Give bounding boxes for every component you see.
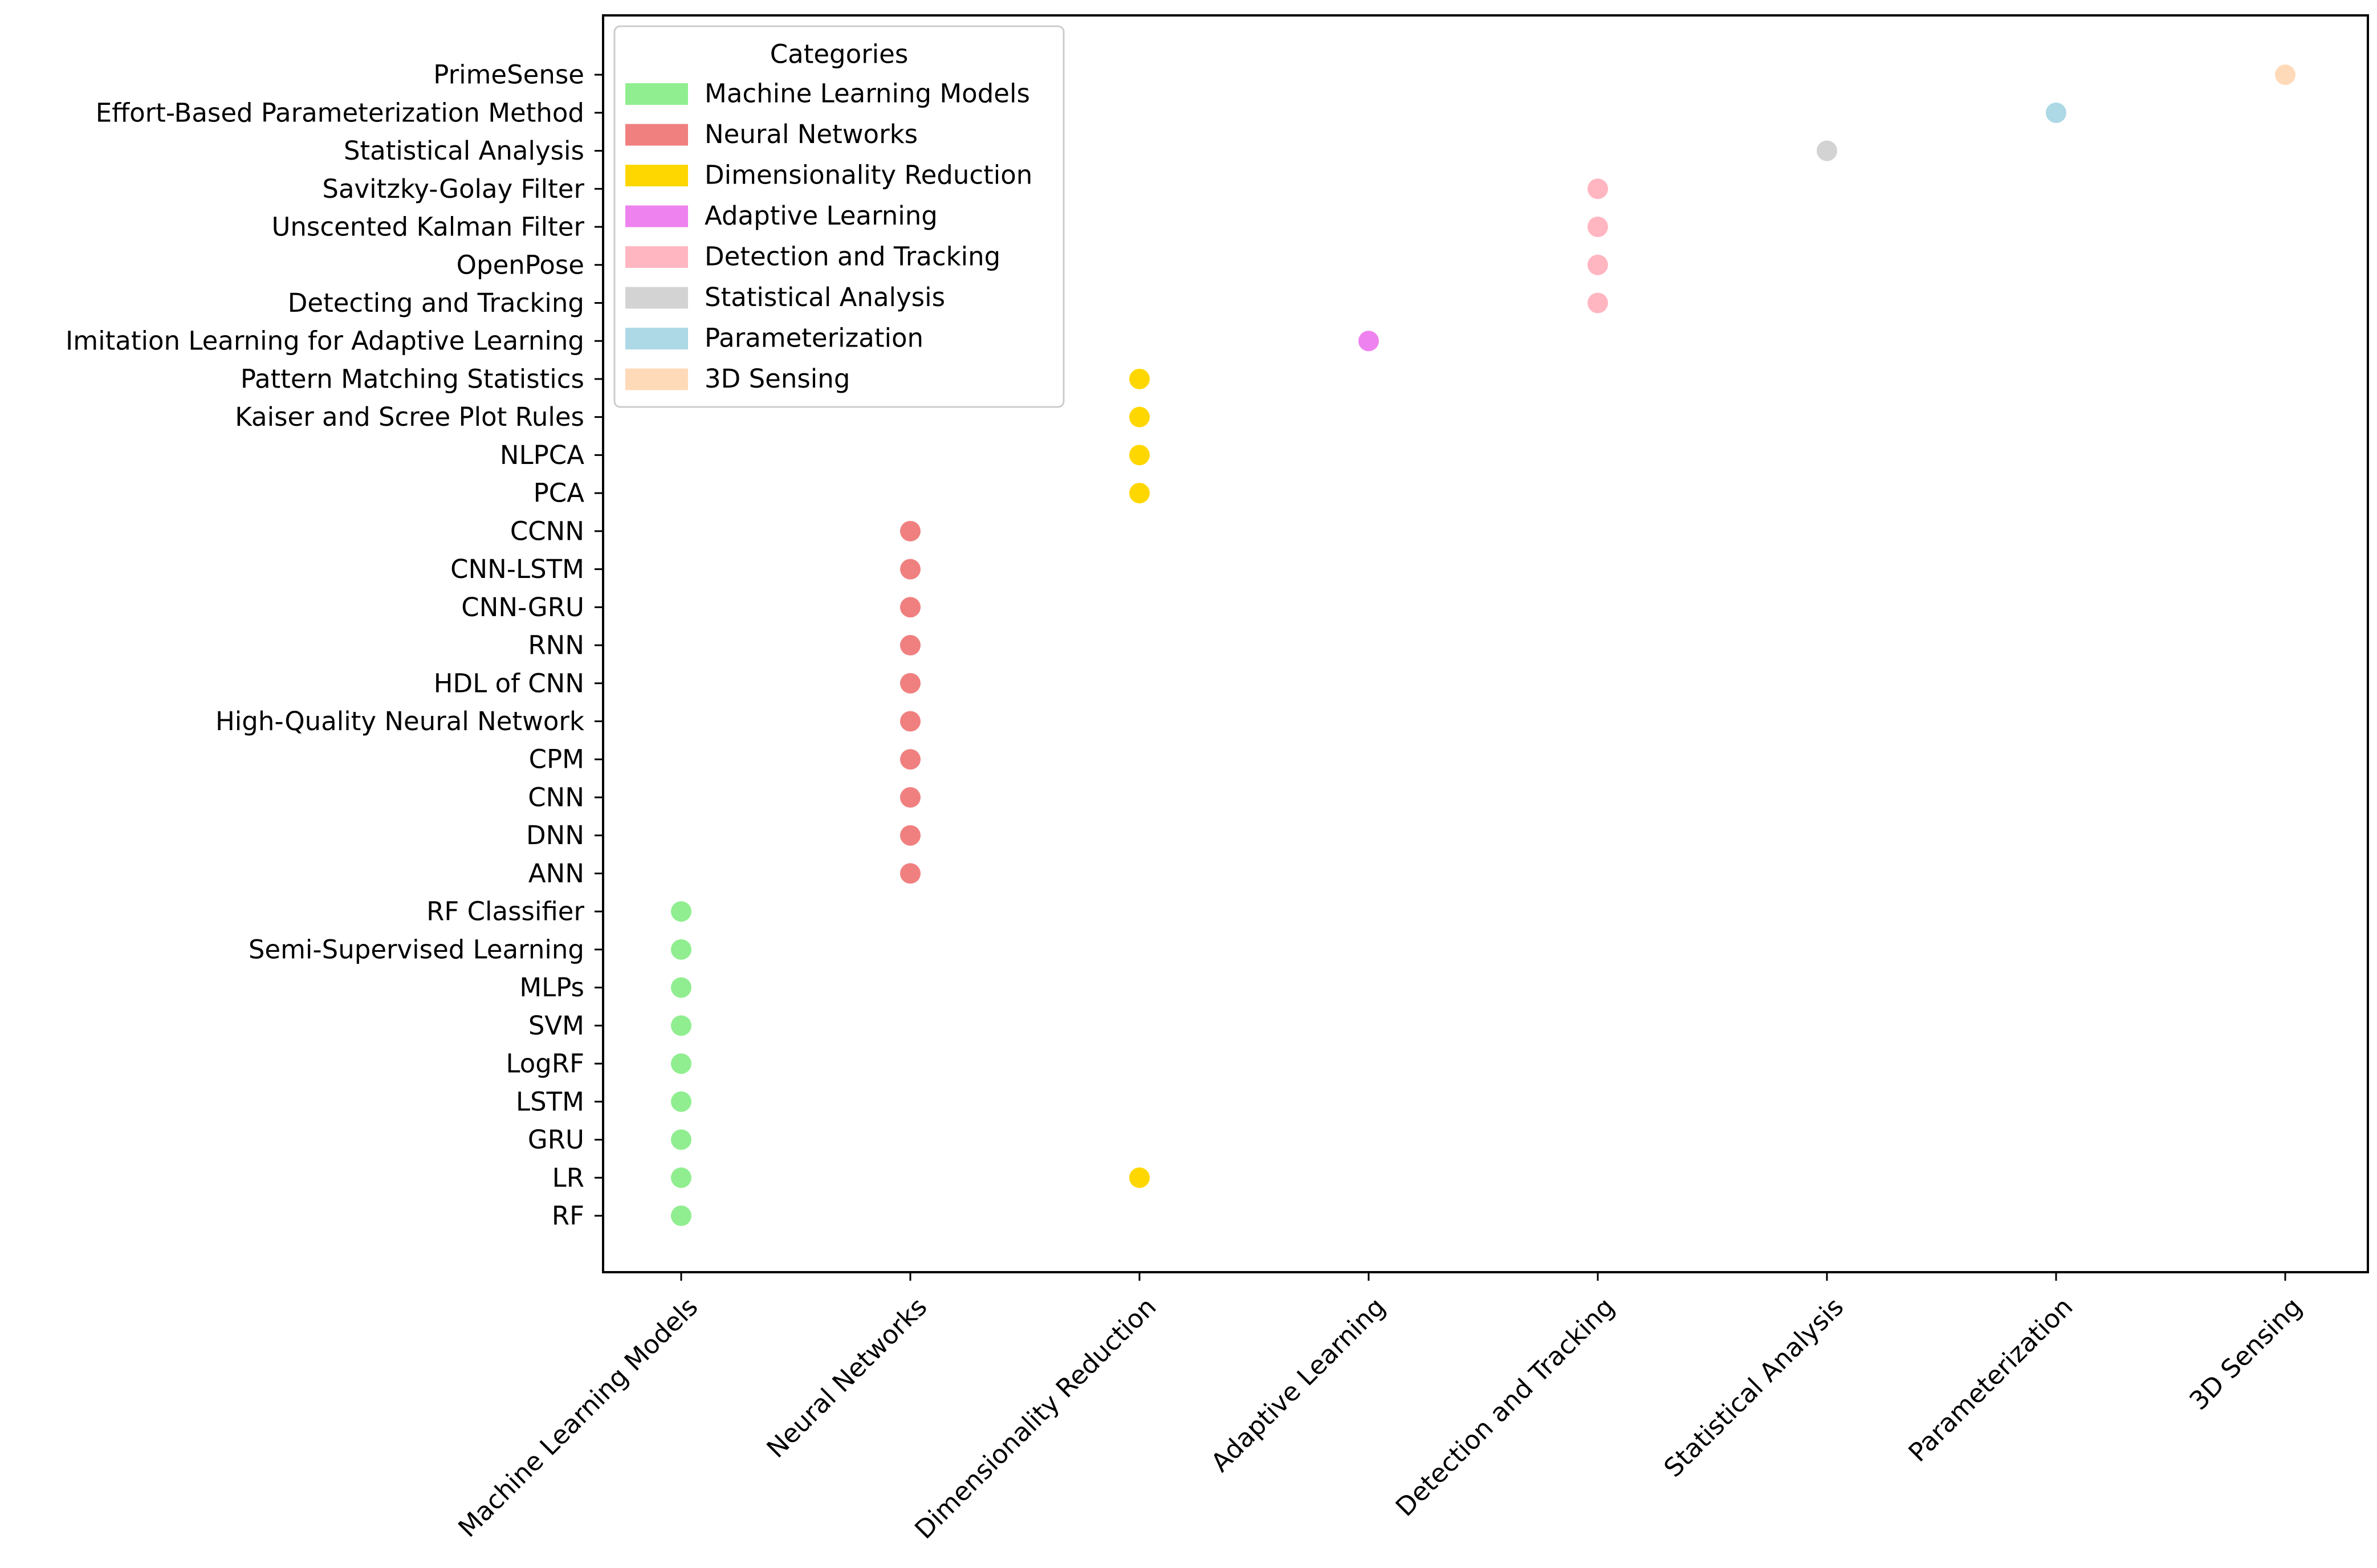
data-point [671,901,691,922]
y-tick-label: Statistical Analysis [344,136,584,166]
x-tick-label: Parameterization [1903,1292,2079,1468]
x-tick-label: Statistical Analysis [1658,1292,1850,1483]
data-point [1588,254,1608,275]
y-tick-label: High-Quality Neural Network [215,706,584,736]
y-tick-label: Imitation Learning for Adaptive Learning [66,326,584,356]
y-tick-label: DNN [526,820,584,850]
legend-label: Parameterization [705,323,923,353]
data-point [671,1167,691,1188]
data-point [900,635,921,656]
x-tick-label: Machine Learning Models [452,1292,703,1543]
data-point [900,787,921,808]
data-point [671,1205,691,1226]
legend: Categories Machine Learning Models Neural … [613,25,1065,408]
y-tick-label: SVM [528,1011,584,1041]
plot-area [602,14,2369,1273]
data-point [900,825,921,846]
y-tick-label: Detecting and Tracking [288,288,584,318]
y-tick-label: LSTM [516,1086,584,1117]
legend-swatch [625,368,688,390]
plot-frame [602,14,2369,1273]
legend-box [613,25,1065,408]
y-tick-label: Unscented Kalman Filter [271,212,584,242]
data-point [900,863,921,884]
y-tick-label: RF [552,1201,584,1231]
y-axis: RF LR GRU LSTM LogRF SVM MLPs Semi-Supervised L… [66,60,603,1231]
legend-swatch [625,205,688,227]
legend-swatch [625,246,688,268]
data-point [671,1129,691,1150]
x-tick-label: Dimensionality Reduction [909,1292,1162,1545]
data-point [900,559,921,580]
y-tick-label: GRU [528,1125,584,1155]
data-point [900,520,921,541]
x-tick-label: 3D Sensing [2183,1292,2307,1416]
data-point [1588,217,1608,238]
data-point [1129,368,1150,389]
y-tick-label: Savitzky-Golay Filter [322,174,584,204]
legend-swatch [625,165,688,186]
legend-label: Neural Networks [705,119,918,149]
data-point [1358,331,1379,352]
y-tick-label: PrimeSense [433,60,584,90]
y-tick-label: CPM [529,744,584,775]
data-point [2046,102,2066,123]
x-tick-label: Detection and Tracking [1390,1292,1621,1522]
y-tick-label: LogRF [506,1049,584,1079]
data-point [671,1015,691,1036]
legend-label: 3D Sensing [705,364,850,394]
data-point [671,1053,691,1074]
data-point [900,749,921,770]
y-tick-label: PCA [534,478,585,508]
data-point [2275,64,2295,85]
data-point [671,939,691,960]
y-tick-label: CCNN [510,516,584,546]
data-point [1817,140,1837,161]
y-tick-label: CNN-GRU [461,592,584,622]
data-point [1588,178,1608,199]
y-tick-label: HDL of CNN [434,668,584,698]
legend-swatch [625,328,688,349]
y-tick-label: CNN-LSTM [450,554,584,584]
x-tick-label: Adaptive Learning [1205,1292,1391,1478]
data-point [1129,406,1150,427]
legend-title: Categories [770,39,909,70]
legend-swatch [625,287,688,309]
data-point [1129,1167,1150,1188]
legend-label: Adaptive Learning [705,201,938,231]
legend-label: Dimensionality Reduction [705,160,1032,190]
data-point [1129,483,1150,504]
y-tick-label: ANN [528,858,584,889]
y-tick-label: LR [552,1163,584,1193]
y-tick-label: NLPCA [500,440,584,470]
x-axis: Machine Learning Models Neural NetworksDi… [452,1272,2308,1545]
y-tick-label: Effort-Based Parameterization Method [96,97,584,128]
data-point [900,711,921,732]
y-tick-label: OpenPose [457,250,584,280]
y-tick-label: RNN [528,630,584,661]
y-tick-label: CNN [528,782,584,812]
legend-swatch [625,83,688,105]
legend-label: Detection and Tracking [705,242,1000,272]
legend-label: Machine Learning Models [705,79,1030,109]
data-point [900,597,921,618]
y-tick-label: Pattern Matching Statistics [241,364,584,394]
data-point [671,977,691,998]
y-tick-label: RF Classifier [426,897,584,927]
x-tick-label: Neural Networks [761,1292,933,1464]
data-point [900,673,921,694]
y-tick-label: MLPs [519,972,584,1003]
legend-label: Statistical Analysis [705,282,945,312]
data-point [1129,445,1150,466]
y-tick-label: Semi-Supervised Learning [249,934,584,964]
legend-swatch [625,124,688,146]
y-tick-label: Kaiser and Scree Plot Rules [235,402,584,432]
data-point [1588,292,1608,313]
data-point [671,1091,691,1112]
